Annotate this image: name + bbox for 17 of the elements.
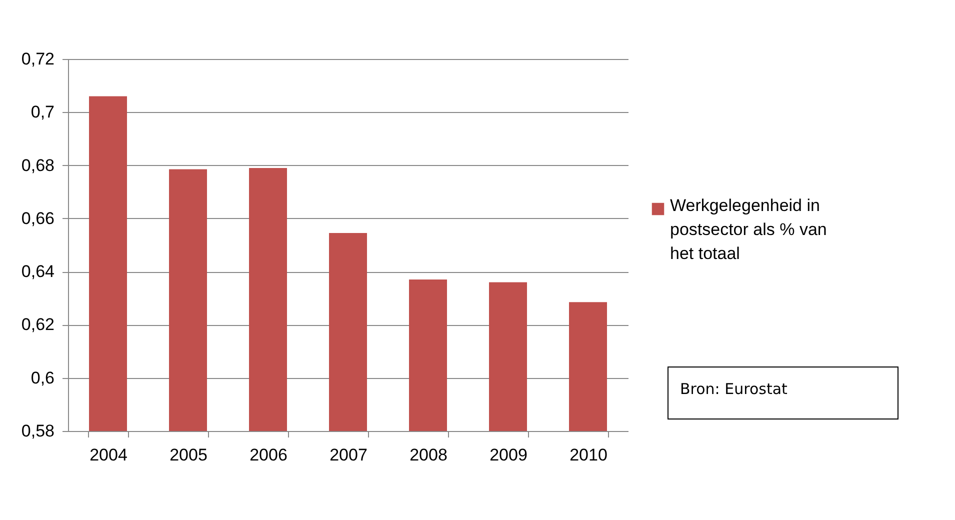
y-tick-label: 0,66 <box>21 208 54 228</box>
y-tick-label: 0,68 <box>21 156 54 175</box>
x-tick-label: 2004 <box>90 446 128 464</box>
y-tick-label: 0,58 <box>21 422 54 440</box>
x-tick-label: 2008 <box>410 446 448 464</box>
x-tick-label: 2005 <box>170 446 208 464</box>
y-tick-label: 0,6 <box>30 368 54 388</box>
y-tick-label: 0,64 <box>21 262 54 282</box>
x-tick-label: 2006 <box>250 446 288 464</box>
y-tick-label: 0,7 <box>30 102 54 122</box>
y-tick-label: 0,72 <box>21 50 54 68</box>
y-tick-label: 0,62 <box>21 315 54 334</box>
x-tick-label: 2010 <box>570 446 608 464</box>
text: Bron: Eurostat <box>680 380 788 398</box>
x-tick-label: 2007 <box>330 446 368 464</box>
x-tick-label: 2009 <box>490 446 528 464</box>
legend-label: Werkgelegenheid in postsector als % van het totaal <box>670 196 827 263</box>
